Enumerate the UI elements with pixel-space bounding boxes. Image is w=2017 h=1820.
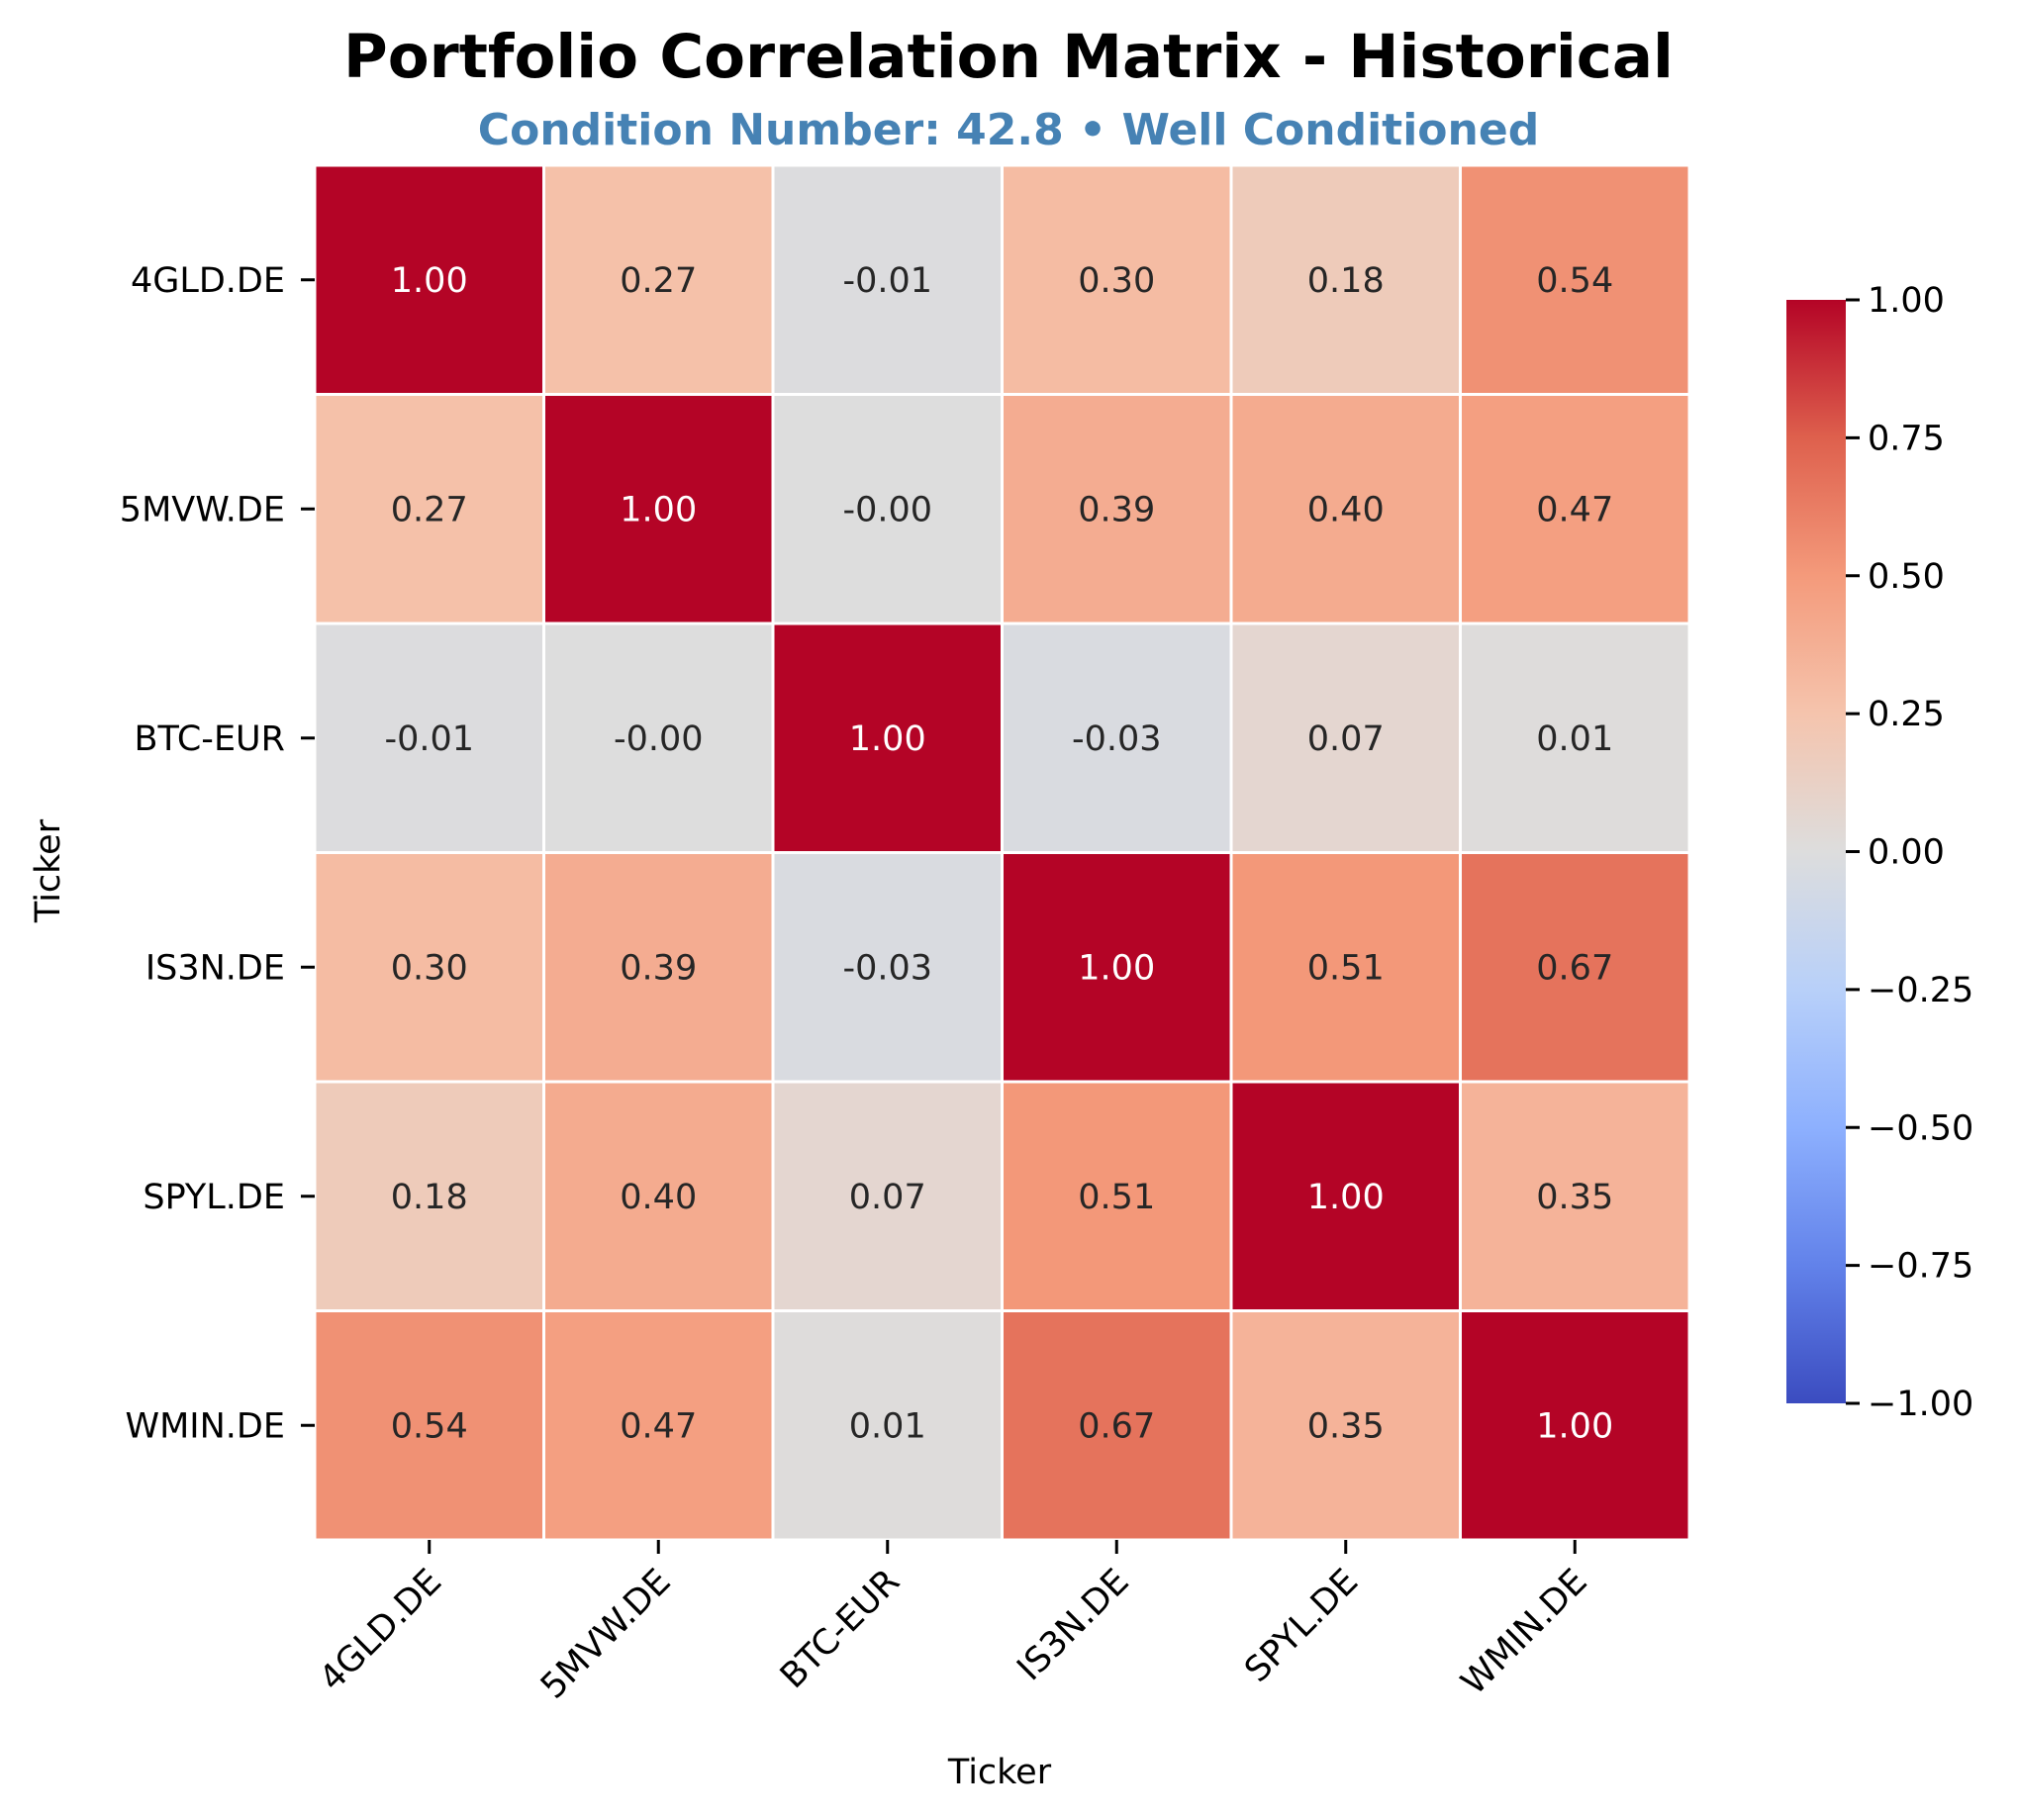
cell-label-wmin-de-spyl-de: 0.35 (1307, 1406, 1385, 1446)
cell-label-btc-eur-5mvw-de: -0.00 (614, 719, 704, 759)
cell-label-4gld-de-is3n-de: 0.30 (1078, 261, 1155, 301)
heatmap-cell-wmin-de-spyl-de (1229, 1309, 1462, 1542)
cell-label-btc-eur-4gld-de: -0.01 (384, 719, 474, 759)
y-tick-label-4gld-de: 4GLD.DE (131, 261, 285, 301)
colorbar-tick-label: −0.50 (1868, 1108, 1973, 1148)
cell-label-4gld-de-5mvw-de: 0.27 (620, 261, 697, 301)
heatmap-cell-5mvw-de-5mvw-de (542, 393, 775, 625)
heatmap-cell-4gld-de-5mvw-de (542, 163, 775, 396)
cell-label-btc-eur-is3n-de: -0.03 (1072, 719, 1162, 759)
heatmap-cell-5mvw-de-wmin-de (1459, 393, 1691, 625)
cell-label-4gld-de-wmin-de: 0.54 (1536, 261, 1613, 301)
heatmap-cell-is3n-de-is3n-de (1001, 851, 1233, 1084)
y-tick-label-5mvw-de: 5MVW.DE (120, 490, 285, 529)
cell-label-wmin-de-wmin-de: 1.00 (1536, 1406, 1613, 1446)
heatmap-cell-spyl-de-wmin-de (1459, 1080, 1691, 1312)
heatmap-cell-btc-eur-wmin-de (1459, 622, 1691, 854)
cell-label-btc-eur-wmin-de: 0.01 (1536, 719, 1613, 759)
y-tick-label-is3n-de: IS3N.DE (145, 948, 285, 988)
heatmap-cell-spyl-de-5mvw-de (542, 1080, 775, 1312)
cell-label-5mvw-de-btc-eur: -0.00 (842, 490, 932, 529)
cell-label-spyl-de-wmin-de: 0.35 (1536, 1178, 1613, 1217)
cell-label-spyl-de-is3n-de: 0.51 (1078, 1178, 1155, 1217)
cell-label-is3n-de-is3n-de: 1.00 (1078, 948, 1155, 988)
cell-label-is3n-de-btc-eur: -0.03 (842, 948, 932, 988)
heatmap-cell-labels: 1.00 0.27 -0.01 0.30 0.18 0.54 0.27 1.00 -0.00 0.… (384, 261, 1613, 1447)
heatmap-cells (313, 163, 1691, 1542)
heatmap-cell-5mvw-de-btc-eur (771, 393, 1004, 625)
cell-label-wmin-de-4gld-de: 0.54 (391, 1406, 468, 1446)
cell-label-4gld-de-btc-eur: -0.01 (842, 261, 932, 301)
colorbar-tick-label: 0.50 (1868, 557, 1945, 597)
heatmap-cell-spyl-de-4gld-de (313, 1080, 545, 1312)
y-tick-label-btc-eur: BTC-EUR (135, 719, 285, 759)
cell-label-btc-eur-spyl-de: 0.07 (1307, 719, 1385, 759)
heatmap-cell-btc-eur-is3n-de (1001, 622, 1233, 854)
chart-title: Portfolio Correlation Matrix - Historica… (343, 22, 1674, 92)
x-axis-label: Ticker (947, 1753, 1052, 1792)
heatmap-cell-btc-eur-spyl-de (1229, 622, 1462, 854)
cell-label-4gld-de-4gld-de: 1.00 (391, 261, 468, 301)
heatmap-cell-5mvw-de-is3n-de (1001, 393, 1233, 625)
heatmap-cell-is3n-de-spyl-de (1229, 851, 1462, 1084)
cell-label-is3n-de-5mvw-de: 0.39 (620, 948, 697, 988)
cell-label-4gld-de-spyl-de: 0.18 (1307, 261, 1385, 301)
heatmap-cell-btc-eur-btc-eur (771, 622, 1004, 854)
cell-label-wmin-de-btc-eur: 0.01 (849, 1406, 926, 1446)
cell-label-is3n-de-wmin-de: 0.67 (1536, 948, 1613, 988)
cell-label-spyl-de-4gld-de: 0.18 (391, 1178, 468, 1217)
cell-label-spyl-de-5mvw-de: 0.40 (620, 1178, 697, 1217)
heatmap-cell-4gld-de-btc-eur (771, 163, 1004, 396)
y-tick-label-wmin-de: WMIN.DE (126, 1406, 286, 1446)
cell-label-5mvw-de-5mvw-de: 1.00 (620, 490, 697, 529)
colorbar (1786, 300, 1846, 1403)
y-tick-label-spyl-de: SPYL.DE (143, 1178, 285, 1217)
heatmap-cell-4gld-de-4gld-de (313, 163, 545, 396)
cell-label-5mvw-de-is3n-de: 0.39 (1078, 490, 1155, 529)
chart-subtitle: Condition Number: 42.8 • Well Conditione… (478, 105, 1539, 155)
heatmap-cell-is3n-de-wmin-de (1459, 851, 1691, 1084)
cell-label-btc-eur-btc-eur: 1.00 (849, 719, 926, 759)
cell-label-spyl-de-btc-eur: 0.07 (849, 1178, 926, 1217)
cell-label-wmin-de-5mvw-de: 0.47 (620, 1406, 697, 1446)
heatmap-cell-is3n-de-5mvw-de (542, 851, 775, 1084)
cell-label-is3n-de-4gld-de: 0.30 (391, 948, 468, 988)
heatmap-cell-wmin-de-4gld-de (313, 1309, 545, 1542)
cell-label-5mvw-de-4gld-de: 0.27 (391, 490, 468, 529)
cell-label-5mvw-de-spyl-de: 0.40 (1307, 490, 1385, 529)
heatmap-cell-wmin-de-wmin-de (1459, 1309, 1691, 1542)
heatmap-cell-5mvw-de-4gld-de (313, 393, 545, 625)
colorbar-tick-label: 1.00 (1868, 281, 1945, 321)
heatmap-cell-spyl-de-spyl-de (1229, 1080, 1462, 1312)
y-axis-label: Ticker (29, 818, 68, 923)
cell-label-is3n-de-spyl-de: 0.51 (1307, 948, 1385, 988)
y-axis-ticks: 4GLD.DE 5MVW.DE BTC-EUR IS3N.DE SPYL.DE WMIN.… (120, 261, 315, 1446)
cell-label-wmin-de-is3n-de: 0.67 (1078, 1406, 1155, 1446)
colorbar-tick-label: −0.75 (1868, 1247, 1973, 1287)
cell-label-spyl-de-spyl-de: 1.00 (1307, 1178, 1385, 1217)
colorbar-ticks: 1.00 0.75 0.50 0.25 0.00 −0.25 −0.50 −0.75 −1.00 (1846, 281, 1973, 1424)
heatmap-cell-btc-eur-4gld-de (313, 622, 545, 854)
colorbar-tick-label: −0.25 (1868, 971, 1973, 1010)
colorbar-tick-label: −1.00 (1868, 1385, 1973, 1424)
colorbar-tick-label: 0.25 (1868, 695, 1945, 734)
colorbar-tick-label: 0.00 (1868, 833, 1945, 873)
cell-label-5mvw-de-wmin-de: 0.47 (1536, 490, 1613, 529)
heatmap-cell-btc-eur-5mvw-de (542, 622, 775, 854)
colorbar-tick-label: 0.75 (1868, 419, 1945, 458)
heatmap-cell-is3n-de-btc-eur (771, 851, 1004, 1084)
